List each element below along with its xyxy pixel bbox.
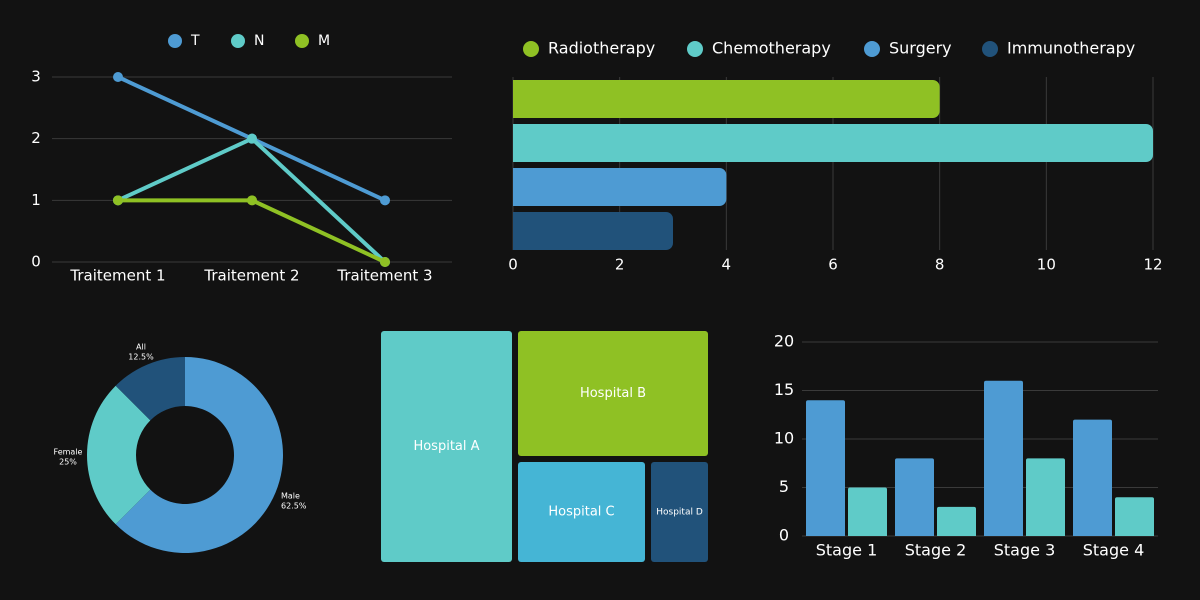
donut-slice-female [87, 385, 151, 525]
gbar-bar [895, 458, 934, 536]
gbar-x-tick: Stage 4 [1083, 541, 1145, 560]
donut-slice-male [115, 357, 283, 553]
gbar-bar [806, 400, 845, 536]
treemap-cell-hospital-b [518, 331, 708, 456]
gbar-x-tick: Stage 1 [816, 541, 878, 560]
line-point-M [113, 195, 123, 206]
donut-slice-all [115, 357, 185, 421]
line-chart-y-tick: 2 [31, 129, 41, 147]
gbar-y-tick: 0 [779, 526, 789, 545]
legend-label: Immunotherapy [1007, 39, 1135, 58]
line-point-M [380, 257, 390, 267]
legend-marker-surgery [864, 41, 880, 57]
legend-marker-immunotherapy [982, 41, 998, 57]
legend-label: M [318, 33, 330, 49]
line-chart-y-tick: 0 [31, 253, 41, 271]
line-chart-x-tick: Traitement 3 [336, 267, 432, 285]
hbar-x-tick: 4 [722, 256, 732, 274]
hbar-immunotherapy [513, 212, 673, 250]
gbar-x-tick: Stage 3 [994, 541, 1056, 560]
gbar-bar [937, 506, 976, 536]
legend-label: T [190, 33, 200, 49]
line-chart-x-tick: Traitement 2 [203, 267, 299, 285]
line-point-T [380, 195, 390, 206]
gbar-bar [1026, 458, 1065, 536]
horizontal-bar-chart-group: 0 2 4 6 8 10 12 Radiotherapy Chemotherapy Surgery… [508, 39, 1162, 274]
gbar-x-tick: Stage 2 [905, 541, 967, 560]
gbar-y-tick: 10 [774, 429, 794, 448]
legend-marker-T [168, 34, 182, 48]
hbar-x-tick: 12 [1143, 256, 1162, 274]
treemap-cell-hospital-c [518, 462, 645, 562]
treemap-group: Hospital A Hospital B Hospital C Hospital D [381, 331, 708, 562]
treemap-cell-hospital-a [381, 331, 512, 562]
donut-label-percent: 12.5% [128, 353, 154, 362]
legend-label: Surgery [889, 39, 952, 58]
donut-label-percent: 62.5% [281, 502, 307, 511]
line-point-N [247, 133, 257, 144]
donut-label-name: All [136, 343, 146, 352]
legend-marker-radiotherapy [523, 41, 539, 57]
gbar-bar [984, 380, 1023, 536]
line-chart-y-tick: 1 [31, 191, 41, 209]
treemap-label: Hospital B [580, 386, 646, 401]
gbar-y-tick: 5 [779, 477, 789, 496]
line-chart-group: 0 1 2 3 Traitement 1 Traitement 2 Traitement 3… [31, 33, 452, 285]
hbar-x-tick: 8 [935, 256, 945, 274]
legend-label: N [254, 33, 264, 49]
hbar-x-tick: 6 [828, 256, 838, 274]
donut-label-percent: 25% [59, 458, 77, 467]
treemap-label: Hospital A [413, 439, 479, 454]
donut-label-name: Male [281, 492, 300, 501]
legend-marker-M [295, 34, 309, 48]
line-point-T [113, 72, 123, 82]
hbar-surgery [513, 168, 727, 206]
line-series-M [118, 198, 386, 264]
gbar-y-tick: 15 [774, 380, 794, 399]
grouped-bar-chart-group: 0 5 10 15 20 Stage 1 Stage 2 Stage 3 Stage 4 [774, 332, 1158, 560]
hbar-chemotherapy [513, 124, 1153, 162]
legend-label: Radiotherapy [548, 39, 655, 58]
legend-marker-chemotherapy [687, 41, 703, 57]
gbar-y-tick: 20 [774, 332, 794, 351]
gbar-bar [1073, 419, 1112, 536]
treemap-label: Hospital C [548, 505, 614, 520]
treemap-cell-hospital-d [651, 462, 708, 562]
line-chart-x-tick: Traitement 1 [69, 267, 165, 285]
donut-label-name: Female [54, 448, 83, 457]
legend-label: Chemotherapy [712, 39, 831, 58]
gbar-bar [848, 487, 887, 536]
legend-marker-N [231, 34, 245, 48]
gbar-bar [1115, 497, 1154, 536]
hbar-x-tick: 2 [615, 256, 625, 274]
hbar-radiotherapy [513, 80, 940, 118]
hbar-x-tick: 10 [1037, 256, 1056, 274]
hbar-x-tick: 0 [508, 256, 518, 274]
treemap-label: Hospital D [656, 508, 703, 518]
line-point-M [247, 195, 257, 206]
line-chart-y-tick: 3 [31, 68, 41, 86]
